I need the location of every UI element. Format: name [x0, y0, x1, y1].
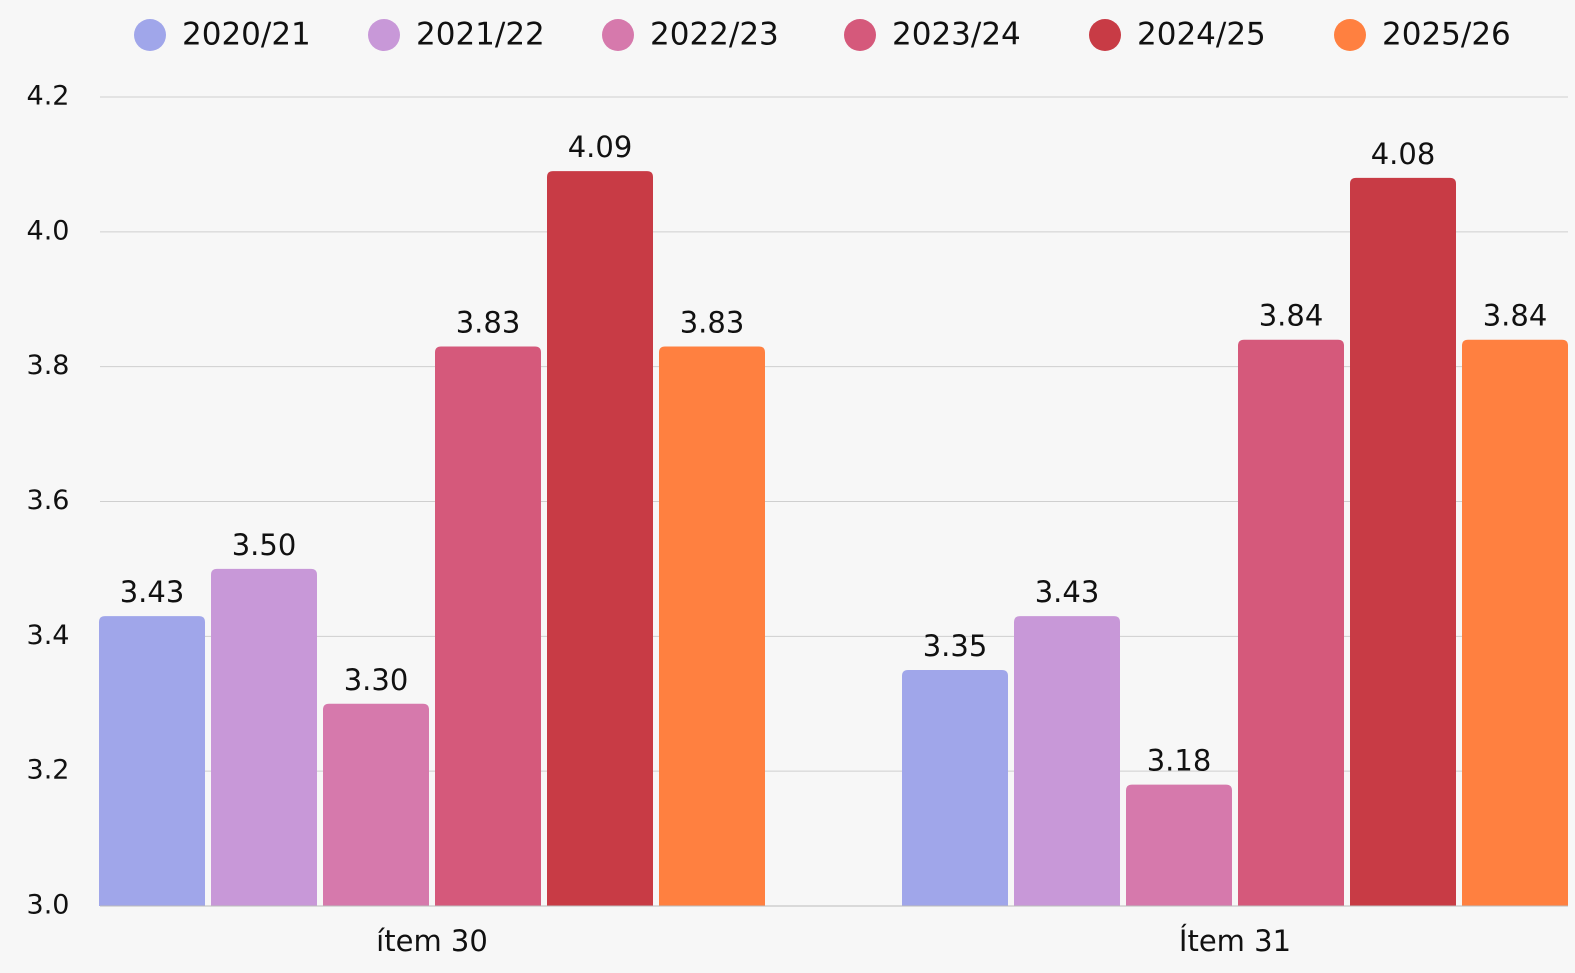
bar — [211, 568, 317, 906]
bar — [902, 670, 1008, 906]
data-label: 4.08 — [1371, 137, 1436, 171]
data-label: 3.43 — [120, 575, 185, 609]
data-label: 3.30 — [344, 663, 409, 697]
bar — [659, 346, 765, 907]
x-tick-label: ítem 30 — [376, 924, 488, 958]
y-tick-label: 3.6 — [27, 485, 70, 516]
x-tick-label: Ítem 31 — [1179, 924, 1291, 958]
data-label: 3.43 — [1035, 575, 1100, 609]
y-tick-label: 3.0 — [27, 890, 70, 921]
legend-label: 2022/23 — [650, 17, 779, 53]
legend-swatch — [134, 19, 166, 51]
legend-swatch — [368, 19, 400, 51]
legend-label: 2025/26 — [1382, 17, 1511, 53]
bar — [99, 616, 205, 906]
legend-label: 2023/24 — [892, 17, 1021, 53]
legend-label: 2020/21 — [182, 17, 311, 53]
bar — [1126, 784, 1232, 906]
data-label: 3.83 — [680, 305, 745, 339]
data-label: 3.84 — [1259, 299, 1324, 333]
legend-swatch — [844, 19, 876, 51]
legend-swatch — [1334, 19, 1366, 51]
legend-label: 2024/25 — [1137, 17, 1266, 53]
data-label: 3.18 — [1147, 744, 1212, 778]
bar — [1462, 339, 1568, 906]
bar — [1238, 339, 1344, 906]
y-tick-label: 3.8 — [27, 350, 70, 381]
data-label: 3.50 — [232, 528, 297, 562]
y-tick-label: 4.0 — [27, 215, 70, 246]
bar — [1014, 616, 1120, 906]
data-label: 3.83 — [456, 305, 521, 339]
legend-swatch — [602, 19, 634, 51]
bar — [1350, 177, 1456, 906]
y-tick-label: 4.2 — [27, 81, 70, 112]
data-label: 4.09 — [568, 130, 633, 164]
y-tick-label: 3.2 — [27, 755, 70, 786]
y-tick-label: 3.4 — [27, 620, 70, 651]
legend-label: 2021/22 — [416, 17, 545, 53]
bar — [547, 171, 653, 907]
bar — [435, 346, 541, 907]
data-label: 3.84 — [1483, 299, 1548, 333]
bar — [323, 703, 429, 906]
legend-swatch — [1089, 19, 1121, 51]
data-label: 3.35 — [923, 629, 988, 663]
